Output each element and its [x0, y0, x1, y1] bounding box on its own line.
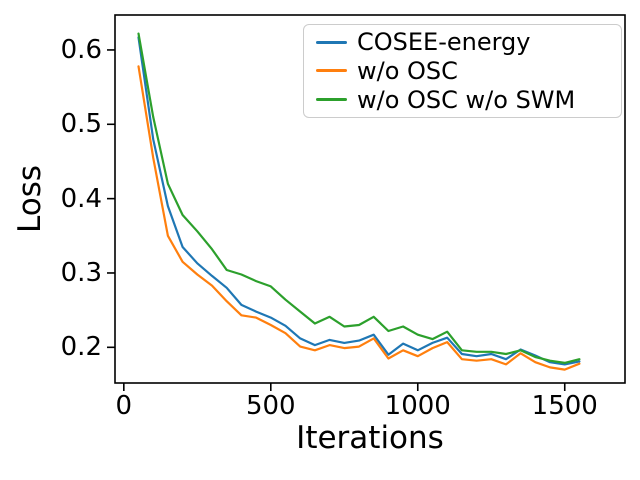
x-tick-label: 1000 [384, 391, 451, 421]
legend-item-label: w/o OSC w/o SWM [357, 85, 576, 114]
series-line-cosee-energy [137, 36, 581, 366]
series-line-w-o-osc-w-o-swm [137, 32, 581, 364]
legend-line-swatch [316, 98, 347, 102]
legend-item: COSEE-energy [312, 30, 613, 54]
y-axis-label: Loss [12, 165, 48, 233]
series-line-w-o-osc [137, 65, 581, 371]
legend-item-label: COSEE-energy [357, 28, 531, 57]
x-tick-label: 1500 [531, 391, 598, 421]
x-tick-label: 500 [245, 391, 296, 421]
legend-line-swatch [316, 69, 347, 73]
legend: COSEE-energy w/o OSC w/o OSC w/o SWM [303, 24, 622, 118]
x-axis-label: Iterations [296, 420, 444, 456]
y-tick-label: 0.3 [60, 257, 102, 288]
y-tick-label: 0.6 [60, 34, 102, 65]
y-tick-label: 0.2 [60, 332, 102, 363]
legend-line-swatch [316, 40, 347, 44]
legend-item: w/o OSC w/o SWM [312, 88, 613, 112]
y-tick-label: 0.4 [60, 183, 102, 214]
x-tick-label: 0 [115, 391, 133, 421]
legend-item-label: w/o OSC [357, 56, 458, 85]
legend-item: w/o OSC [312, 59, 613, 83]
y-tick-label: 0.5 [60, 109, 102, 140]
